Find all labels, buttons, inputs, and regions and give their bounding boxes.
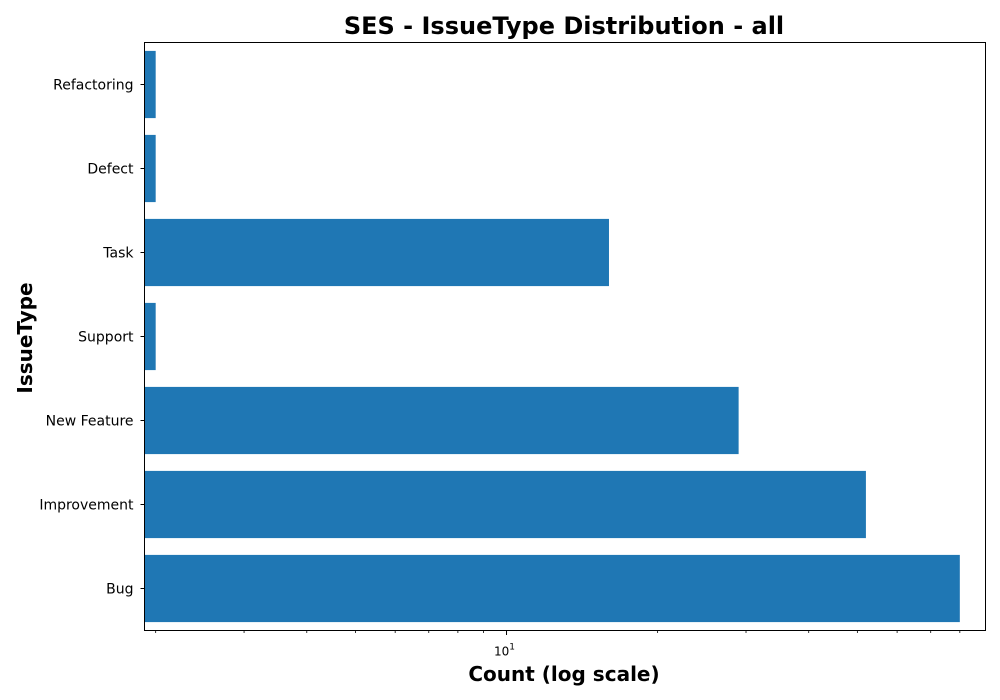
y-axis: Bug Improvement New Feature Support Task Defe… [39,78,145,598]
bar-new-feature [144,386,739,455]
y-axis-label: IssueType [13,282,37,393]
bar-defect [144,134,156,203]
bar-refactoring [144,50,156,119]
x-axis-label: Count (log scale) [468,662,659,686]
y-tick-label: Defect [87,162,134,178]
y-tick-label: Refactoring [53,78,133,94]
chart-title: SES - IssueType Distribution - all [344,12,784,40]
x-tick-label: 101 [494,643,515,659]
y-tick-label: Task [102,246,134,262]
x-axis: 101 [155,630,961,659]
bar-task [144,218,609,287]
y-tick-label: New Feature [46,414,134,430]
y-tick-label: Bug [106,582,133,598]
bar-support [144,302,156,371]
bar-bug [144,554,960,623]
bar-improvement [144,470,866,539]
y-tick-label: Support [78,330,134,346]
plot-area [144,50,960,623]
y-tick-label: Improvement [39,498,134,514]
